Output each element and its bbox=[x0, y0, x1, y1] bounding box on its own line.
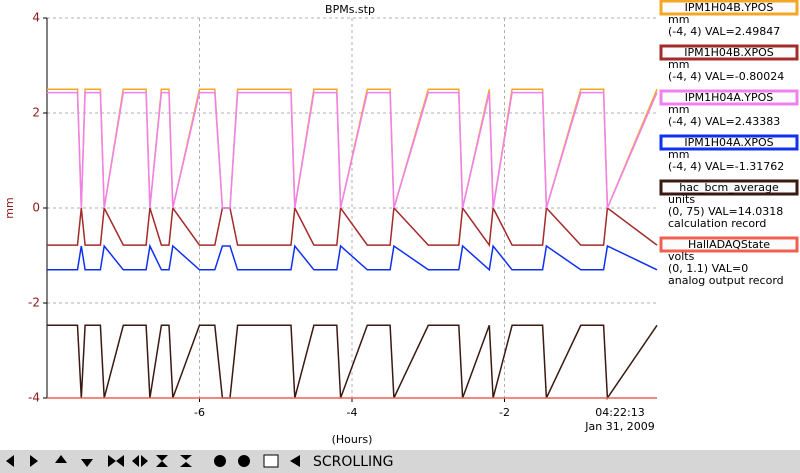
series-line bbox=[47, 91, 658, 209]
toolbar-bg bbox=[0, 450, 800, 473]
legend-range-label: (-4, 4) VAL=2.43383 bbox=[668, 115, 780, 128]
legend-units: units bbox=[668, 193, 695, 206]
legend-name: IPM1H04B.XPOS bbox=[684, 46, 774, 59]
legend-swatch bbox=[659, 44, 799, 61]
legend-range-label: (-4, 4) VAL=2.49847 bbox=[668, 25, 780, 38]
btn-left[interactable] bbox=[6, 455, 14, 467]
x-end-time: 04:22:13 bbox=[595, 406, 644, 419]
btn-right[interactable] bbox=[30, 455, 38, 467]
btn-settings[interactable] bbox=[238, 455, 250, 467]
y-tick-label: -4 bbox=[28, 391, 40, 405]
legend-swatch bbox=[659, 89, 799, 106]
legend-name: IPM1H04A.XPOS bbox=[684, 136, 773, 149]
y-axis-label: mm bbox=[3, 197, 16, 218]
btn-zoom-y-out2[interactable] bbox=[180, 462, 192, 467]
y-tick-label: 0 bbox=[32, 201, 40, 215]
legend-name: IPM1H04A.YPOS bbox=[685, 91, 773, 104]
legend-name: HallADAQState bbox=[688, 238, 770, 251]
legend-range-label: (-4, 4) VAL=-0.80024 bbox=[668, 70, 784, 83]
toolbar: SCROLLING bbox=[0, 450, 800, 473]
legend-swatch bbox=[659, 236, 799, 253]
btn-graph[interactable] bbox=[263, 454, 279, 468]
btn-zoom-y-out[interactable] bbox=[180, 455, 192, 460]
legend-range-label: (0, 75) VAL=14.0318 bbox=[668, 205, 783, 218]
legend-record: calculation record bbox=[668, 217, 766, 230]
plot-area bbox=[47, 18, 657, 398]
legend-range-label: (-4, 4) VAL=-1.31762 bbox=[668, 160, 784, 173]
series-line bbox=[47, 205, 658, 248]
btn-back[interactable] bbox=[290, 455, 300, 467]
btn-zoom-x-in2[interactable] bbox=[116, 455, 124, 467]
y-tick-label: 2 bbox=[32, 106, 40, 120]
toolbar-status: SCROLLING bbox=[313, 454, 393, 470]
series-line bbox=[47, 324, 658, 401]
legend-swatch bbox=[659, 0, 799, 16]
btn-up[interactable] bbox=[55, 455, 67, 463]
btn-down[interactable] bbox=[81, 459, 93, 467]
legend-swatch bbox=[659, 134, 799, 151]
x-tick-label: -2 bbox=[499, 406, 510, 419]
btn-zoom-y-in[interactable] bbox=[156, 455, 168, 461]
legend-units: mm bbox=[668, 103, 689, 116]
legend-name: IPM1H04B.YPOS bbox=[685, 1, 774, 14]
btn-zoom-y-in2[interactable] bbox=[156, 461, 168, 467]
legend-units: mm bbox=[668, 148, 689, 161]
legend-units: mm bbox=[668, 58, 689, 71]
legend-range-label: (0, 1.1) VAL=0 bbox=[668, 262, 748, 275]
legend-units: volts bbox=[668, 250, 695, 263]
legend-swatch bbox=[659, 179, 799, 196]
btn-record[interactable] bbox=[214, 455, 226, 467]
btn-zoom-x-out2[interactable] bbox=[141, 455, 148, 467]
legend-record: analog output record bbox=[668, 274, 784, 287]
legend-units: mm bbox=[668, 13, 689, 26]
series-line bbox=[47, 243, 658, 272]
x-tick-label: -6 bbox=[194, 406, 205, 419]
y-tick-label: -2 bbox=[28, 296, 40, 310]
x-end-date: Jan 31, 2009 bbox=[584, 420, 654, 433]
y-tick-label: 4 bbox=[32, 11, 40, 25]
x-tick-label: -4 bbox=[347, 406, 358, 419]
chart-title: BPMs.stp bbox=[325, 3, 375, 16]
x-axis-label: (Hours) bbox=[332, 433, 373, 446]
btn-zoom-x-in[interactable] bbox=[108, 455, 116, 467]
legend-name: hac_bcm_average bbox=[679, 181, 779, 194]
btn-zoom-x-out[interactable] bbox=[132, 455, 139, 467]
